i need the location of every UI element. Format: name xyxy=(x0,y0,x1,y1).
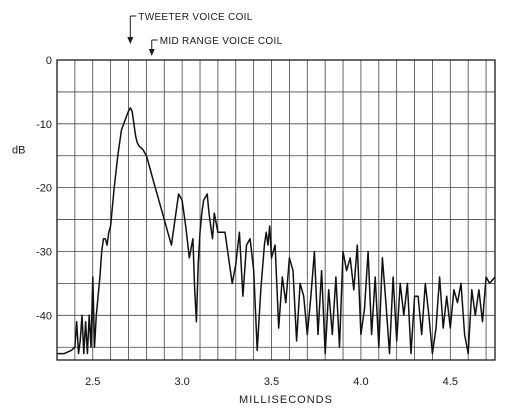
annotation-label: MID RANGE VOICE COIL xyxy=(160,36,283,47)
x-tick-label: 2.5 xyxy=(85,376,100,388)
x-tick-label: 3.0 xyxy=(174,376,189,388)
annotation-label: TWEETER VOICE COIL xyxy=(138,12,252,23)
plot-frame xyxy=(56,59,496,361)
x-axis-label: MILLISECONDS xyxy=(239,394,333,406)
grid xyxy=(56,59,495,360)
y-tick-label: -20 xyxy=(36,183,52,195)
y-tick-label: -30 xyxy=(36,246,52,258)
y-tick-label: -40 xyxy=(36,310,52,322)
y-tick-label: -10 xyxy=(36,119,52,131)
annotations: TWEETER VOICE COIL MID RANGE VOICE COIL xyxy=(127,12,282,56)
y-axis-label: dB xyxy=(12,144,25,156)
annotation-arrow-head xyxy=(127,37,134,44)
x-axis-ticks: 2.5 3.0 3.5 4.0 4.5 xyxy=(85,376,458,388)
x-tick-label: 4.0 xyxy=(353,376,368,388)
y-axis-ticks: 0 -10 -20 -30 -40 xyxy=(36,55,52,322)
y-tick-label: 0 xyxy=(46,55,52,67)
annotation-arrow-head xyxy=(148,49,155,56)
response-curve xyxy=(57,107,496,355)
x-tick-label: 4.5 xyxy=(443,376,458,388)
x-tick-label: 3.5 xyxy=(264,376,279,388)
